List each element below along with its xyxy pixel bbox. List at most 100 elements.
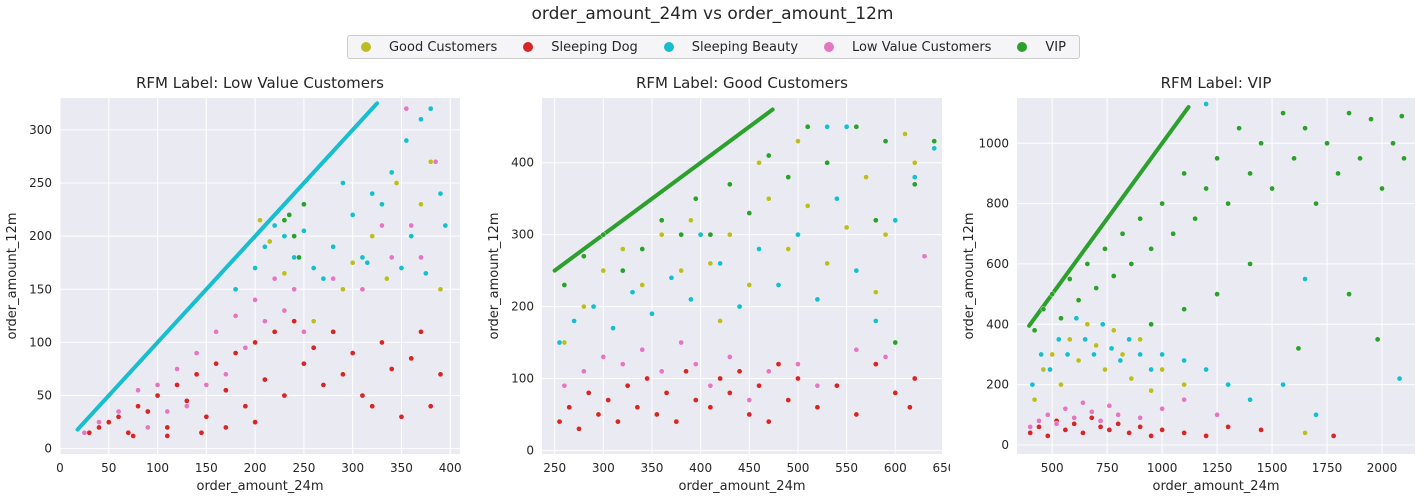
data-point xyxy=(1082,336,1088,343)
y-tick-label: 600 xyxy=(986,257,1009,271)
data-point xyxy=(232,286,239,293)
data-point xyxy=(1075,357,1082,364)
data-point xyxy=(398,265,405,271)
data-point xyxy=(184,398,190,404)
data-point xyxy=(1075,297,1082,303)
data-point xyxy=(310,265,317,271)
data-point xyxy=(639,282,646,288)
y-tick-label: 1000 xyxy=(978,136,1009,150)
data-point xyxy=(393,180,400,186)
data-point xyxy=(1044,433,1051,439)
data-point xyxy=(785,246,792,252)
data-point xyxy=(1247,396,1253,403)
data-point xyxy=(673,418,680,425)
x-axis-label: order_amount_24m xyxy=(196,479,323,494)
data-point xyxy=(301,328,307,335)
data-point xyxy=(1313,200,1319,207)
data-point xyxy=(873,318,879,324)
data-point xyxy=(330,328,336,335)
x-tick-label: 650 xyxy=(932,461,950,475)
data-point xyxy=(1203,433,1209,439)
data-point xyxy=(843,224,850,231)
data-point xyxy=(135,387,141,394)
x-tick-label: 600 xyxy=(884,461,907,475)
data-point xyxy=(1102,366,1108,373)
data-point xyxy=(154,392,161,399)
data-point xyxy=(301,360,307,367)
data-point xyxy=(1291,155,1297,162)
data-point xyxy=(1106,402,1113,409)
data-point xyxy=(561,382,568,389)
data-point xyxy=(1058,315,1064,322)
data-point xyxy=(775,361,782,367)
x-tick-label: 0 xyxy=(56,461,64,475)
data-point xyxy=(252,339,258,346)
data-point xyxy=(1181,381,1187,388)
data-point xyxy=(1064,351,1071,358)
data-point xyxy=(561,282,568,288)
data-point xyxy=(1258,140,1264,147)
data-point xyxy=(427,403,434,409)
data-point xyxy=(756,382,762,389)
data-point xyxy=(736,303,743,310)
data-point xyxy=(1115,411,1121,418)
data-point xyxy=(658,217,665,224)
data-point xyxy=(785,174,792,180)
legend-marker xyxy=(1017,42,1028,52)
data-point xyxy=(1357,155,1363,162)
data-point xyxy=(634,404,641,411)
data-point xyxy=(615,418,621,425)
data-point xyxy=(658,368,665,375)
data-point xyxy=(911,174,918,180)
x-axis-label: order_amount_24m xyxy=(678,479,805,494)
y-tick-label: 50 xyxy=(37,389,52,403)
data-point xyxy=(1368,116,1374,122)
data-point xyxy=(1047,366,1053,373)
data-point xyxy=(232,350,239,356)
data-point xyxy=(427,105,434,112)
data-point xyxy=(795,231,801,238)
data-point xyxy=(1225,424,1231,430)
y-tick-label: 100 xyxy=(29,335,52,349)
data-point xyxy=(1071,414,1077,421)
y-tick-label: 800 xyxy=(986,197,1009,211)
data-point xyxy=(1110,273,1117,279)
data-point xyxy=(678,339,684,346)
x-tick-label: 150 xyxy=(195,461,218,475)
data-point xyxy=(746,397,753,403)
data-point xyxy=(736,368,743,375)
data-point xyxy=(824,260,830,267)
data-point xyxy=(1302,125,1308,131)
data-point xyxy=(115,414,122,420)
x-tick-label: 1250 xyxy=(1202,461,1233,475)
data-point xyxy=(692,397,699,403)
data-point xyxy=(145,408,151,415)
data-point xyxy=(1036,418,1042,424)
data-point xyxy=(271,275,278,282)
data-point xyxy=(1128,375,1135,382)
data-point xyxy=(1214,291,1220,297)
data-point xyxy=(1117,357,1124,364)
data-point xyxy=(785,397,792,403)
data-point xyxy=(1390,140,1396,147)
x-tick-label: 1750 xyxy=(1312,461,1343,475)
y-tick-label: 0 xyxy=(44,442,52,456)
data-point xyxy=(834,382,840,389)
data-point xyxy=(1097,418,1104,424)
data-point xyxy=(595,411,602,418)
data-point xyxy=(349,350,356,356)
data-point xyxy=(271,328,278,335)
data-point xyxy=(242,344,249,351)
data-point xyxy=(1280,381,1286,388)
data-point xyxy=(320,382,327,388)
data-point xyxy=(1066,276,1073,282)
data-point xyxy=(683,368,689,375)
legend-label: Sleeping Beauty xyxy=(691,39,799,55)
y-tick-label: 0 xyxy=(1001,438,1009,452)
data-point xyxy=(1181,306,1187,312)
data-point xyxy=(873,289,879,295)
data-point xyxy=(1313,411,1319,418)
data-point xyxy=(281,217,288,224)
x-tick-label: 300 xyxy=(341,461,364,475)
data-point xyxy=(581,368,587,375)
